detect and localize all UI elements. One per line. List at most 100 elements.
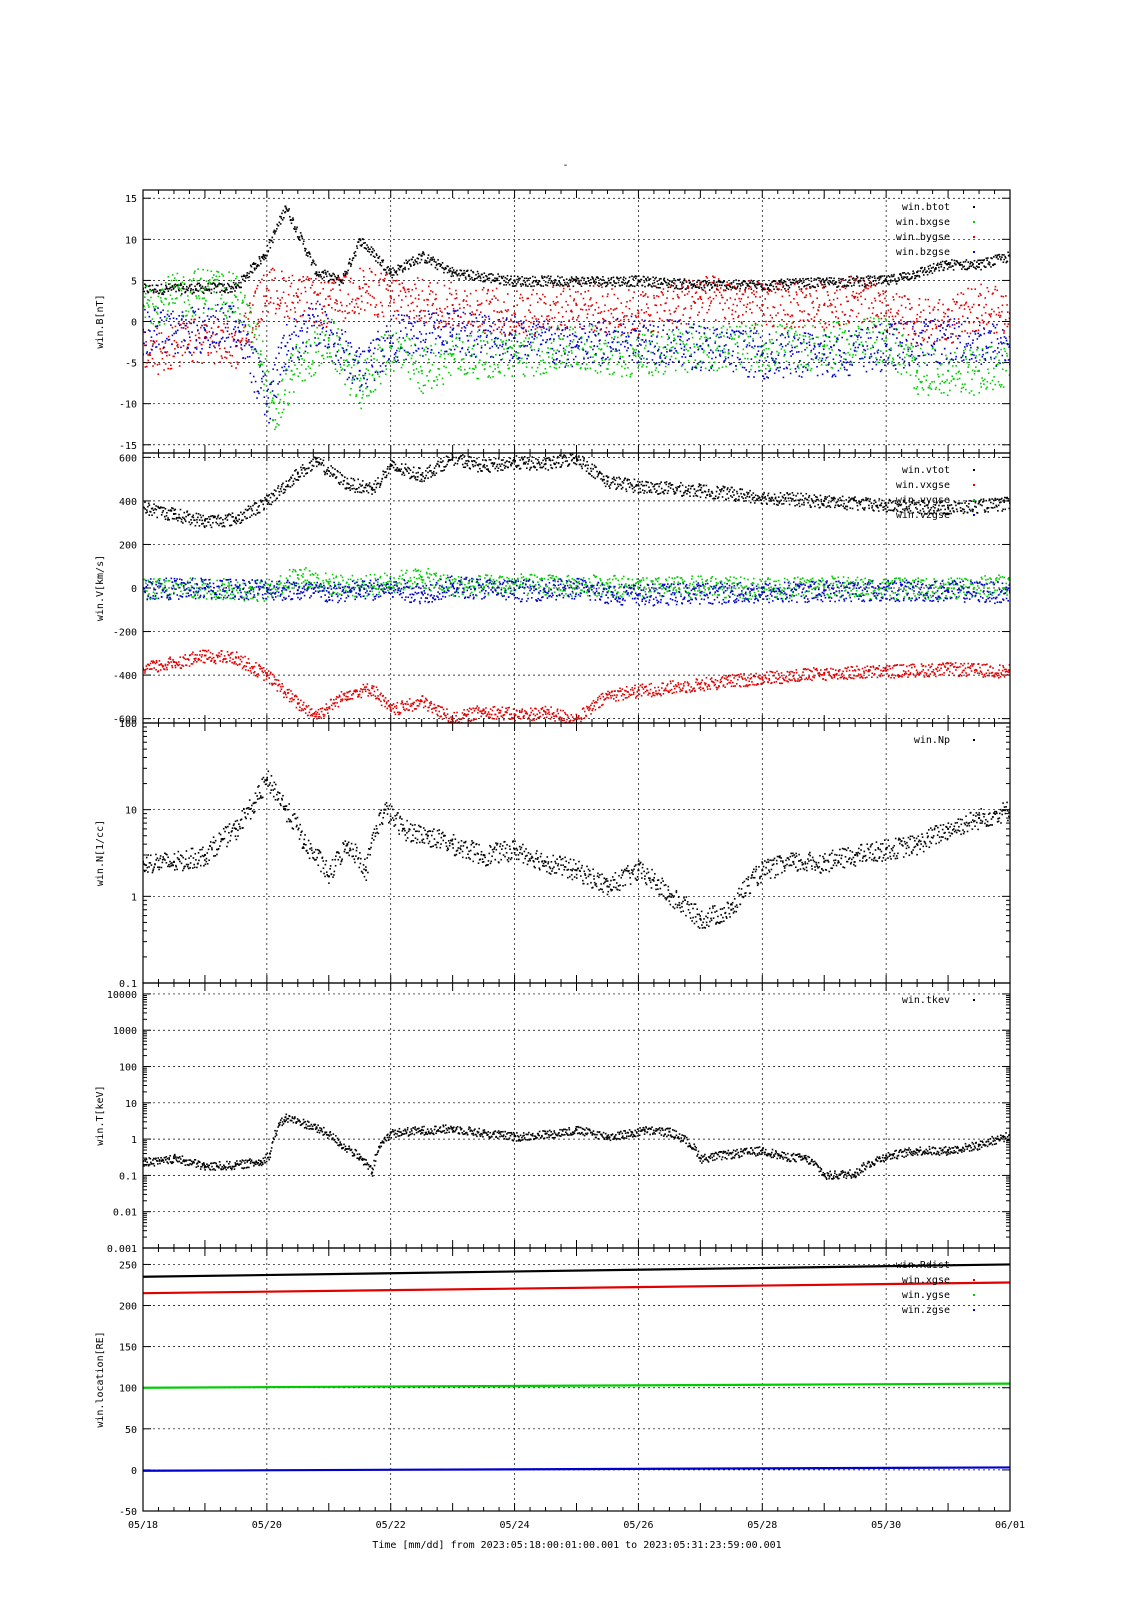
data-point xyxy=(987,368,989,371)
data-point xyxy=(581,276,584,279)
data-point xyxy=(273,229,276,232)
data-point xyxy=(187,330,190,333)
data-point xyxy=(805,363,808,366)
data-point xyxy=(285,373,287,375)
data-point xyxy=(154,362,156,365)
data-point xyxy=(778,344,781,347)
data-point xyxy=(804,324,806,327)
data-point xyxy=(406,333,408,336)
data-point xyxy=(182,315,185,318)
data-point xyxy=(458,272,460,275)
data-point xyxy=(642,295,645,297)
data-point xyxy=(505,317,508,319)
data-point xyxy=(181,318,183,320)
data-point xyxy=(379,382,382,385)
data-point xyxy=(389,295,392,297)
data-point xyxy=(1003,323,1006,325)
data-point xyxy=(797,304,800,306)
data-point xyxy=(361,300,363,303)
data-point xyxy=(559,283,562,286)
data-point xyxy=(255,325,257,328)
data-point xyxy=(273,269,276,271)
data-point xyxy=(784,288,786,290)
data-point xyxy=(321,331,324,333)
data-point xyxy=(478,361,480,364)
data-point xyxy=(552,340,555,342)
data-point xyxy=(301,237,304,240)
data-point xyxy=(1005,261,1008,264)
data-point xyxy=(363,276,365,278)
data-point xyxy=(502,340,505,343)
data-point xyxy=(400,347,402,349)
data-point xyxy=(562,350,565,352)
data-point xyxy=(777,366,780,369)
data-point xyxy=(453,348,456,351)
data-point xyxy=(464,290,466,292)
data-point xyxy=(996,254,999,257)
data-point xyxy=(895,280,898,283)
data-point xyxy=(216,278,219,281)
data-point xyxy=(280,216,282,218)
data-point xyxy=(388,272,391,275)
data-point xyxy=(443,271,445,274)
data-point xyxy=(936,262,939,265)
data-point xyxy=(229,291,232,293)
data-point xyxy=(437,326,439,329)
data-point xyxy=(688,279,690,282)
data-point xyxy=(143,331,146,333)
data-point xyxy=(880,282,883,285)
data-point xyxy=(160,319,163,321)
data-point xyxy=(892,357,894,360)
data-point xyxy=(438,322,441,324)
data-point xyxy=(205,337,208,339)
data-point xyxy=(196,279,199,282)
data-point xyxy=(929,382,932,385)
data-point xyxy=(435,264,438,267)
data-point xyxy=(986,386,988,389)
data-point xyxy=(645,278,647,281)
data-point xyxy=(366,378,368,381)
data-point xyxy=(582,282,584,285)
data-point xyxy=(577,314,580,317)
data-point xyxy=(358,347,361,349)
data-point xyxy=(298,358,301,361)
data-point xyxy=(630,329,633,331)
data-point xyxy=(241,302,243,304)
data-point xyxy=(605,326,608,329)
data-point xyxy=(166,317,168,320)
data-point xyxy=(215,350,218,353)
data-point xyxy=(286,341,289,344)
data-point xyxy=(990,266,992,268)
data-point xyxy=(569,281,572,284)
data-point xyxy=(332,282,335,285)
data-point xyxy=(353,378,356,381)
data-point xyxy=(919,316,921,318)
data-point xyxy=(528,283,531,285)
data-point xyxy=(321,323,323,326)
data-point xyxy=(298,351,301,354)
data-point xyxy=(170,367,173,370)
data-point xyxy=(375,338,378,341)
data-point xyxy=(519,283,522,285)
data-point xyxy=(933,353,935,355)
data-point xyxy=(647,283,650,285)
data-point xyxy=(213,341,216,343)
data-point xyxy=(199,326,202,329)
data-point xyxy=(284,345,287,348)
data-point xyxy=(732,330,735,333)
data-point xyxy=(671,281,673,283)
data-point xyxy=(426,375,428,377)
data-point xyxy=(462,274,465,277)
data-point xyxy=(400,343,402,346)
data-point xyxy=(947,262,950,265)
data-point xyxy=(944,380,947,383)
data-point xyxy=(701,288,704,291)
data-point xyxy=(156,333,158,336)
data-point xyxy=(233,311,235,314)
data-point xyxy=(205,336,207,338)
data-point xyxy=(503,279,506,282)
data-point xyxy=(731,313,733,316)
data-point xyxy=(529,311,532,314)
data-point xyxy=(395,317,398,320)
data-point xyxy=(340,301,342,304)
